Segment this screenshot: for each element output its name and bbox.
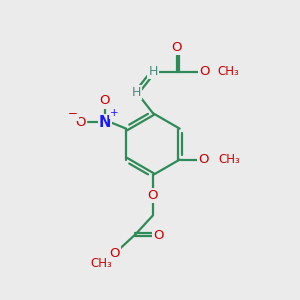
Text: O: O [100,94,110,107]
Text: O: O [148,189,158,202]
Text: −: − [68,107,78,120]
Text: CH₃: CH₃ [90,257,112,270]
Text: H: H [132,86,141,99]
Text: O: O [110,248,120,260]
Text: H: H [148,65,158,79]
Text: +: + [110,108,118,118]
Text: O: O [75,116,86,129]
Text: O: O [199,65,210,79]
Text: O: O [198,153,208,166]
Text: O: O [153,229,164,242]
Text: O: O [171,41,182,54]
Text: CH₃: CH₃ [219,153,240,166]
Text: CH₃: CH₃ [218,65,239,79]
Text: N: N [99,115,111,130]
